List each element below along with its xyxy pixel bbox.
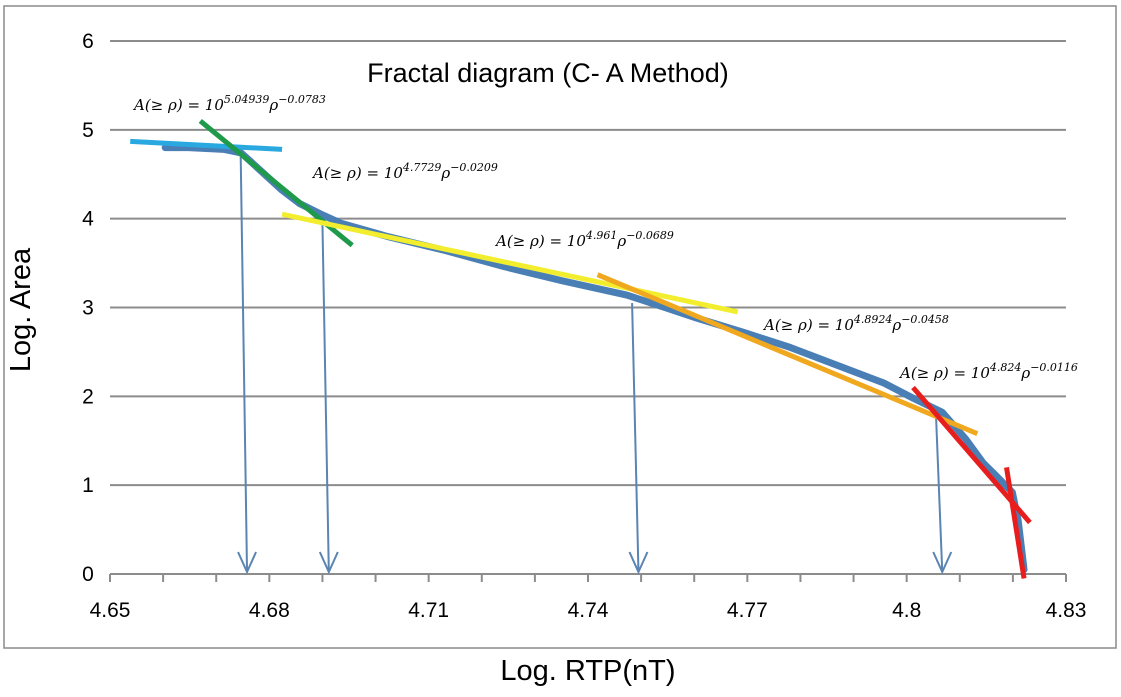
threshold-arrowhead-2 [628,551,649,575]
x-tick-label-3: 4.74 [568,599,609,622]
equation-4: A(≥ ρ) = 104.8924ρ−0.0458 [762,313,949,334]
y-ticks: 0 1 2 3 4 5 6 [82,30,94,586]
y-tick-label-6: 6 [82,30,94,53]
y-tick-label-0: 0 [82,563,94,586]
equation-4-exp1: 4.8924 [853,313,893,326]
x-tick-label-5: 4.8 [892,599,921,622]
equation-3-base: A(≥ ρ) = 10 [494,232,586,250]
threshold-arrows [237,152,953,575]
y-tick-label-4: 4 [82,208,94,231]
y-axis-title: Log. Area [5,247,37,372]
equation-4-exp2: −0.0458 [901,313,949,326]
x-axis-title: Log. RTP(nT) [500,655,675,687]
equation-5: A(≥ ρ) = 104.824ρ−0.0116 [898,361,1078,382]
threshold-arrow-2 [631,303,640,573]
fit-line-2 [281,211,739,315]
equations: A(≥ ρ) = 105.04939ρ−0.0783 A(≥ ρ) = 104.… [132,93,1078,382]
equation-1-exp2: −0.0783 [278,93,326,106]
threshold-arrow-0 [239,152,249,573]
grid [110,40,1066,487]
equation-1-mid: ρ [268,96,278,114]
x-tick-label-1: 4.68 [249,599,290,622]
x-ticks: 4.65 4.68 4.71 4.74 4.77 4.8 4.83 [90,574,1087,622]
threshold-arrow-3 [934,412,944,573]
equation-3-exp2: −0.0689 [626,229,674,242]
equation-1-base: A(≥ ρ) = 10 [132,96,224,114]
equation-3: A(≥ ρ) = 104.961ρ−0.0689 [494,229,674,250]
x-tick-label-2: 4.71 [408,599,449,622]
data-series [161,144,1028,574]
equation-5-mid: ρ [1020,364,1030,382]
equation-5-exp1: 4.824 [989,361,1022,374]
chart-frame [3,5,1117,649]
y-tick-label-3: 3 [82,297,94,320]
equation-1: A(≥ ρ) = 105.04939ρ−0.0783 [132,93,326,114]
equation-2-exp1: 4.7729 [402,161,442,174]
threshold-arrowhead-0 [237,551,257,575]
fit-line-0 [130,138,283,152]
equation-3-exp1: 4.961 [585,229,618,242]
fit-lines [130,119,1032,579]
equation-2-exp2: −0.0209 [450,161,498,174]
threshold-arrowhead-1 [318,551,339,575]
threshold-arrowhead-3 [932,551,953,575]
y-tick-label-2: 2 [82,385,94,408]
equation-4-mid: ρ [891,316,901,334]
equation-3-mid: ρ [616,232,626,250]
equation-5-exp2: −0.0116 [1030,361,1078,374]
fit-line-5 [1004,467,1027,579]
threshold-arrow-1 [321,223,330,573]
equation-4-base: A(≥ ρ) = 10 [762,316,854,334]
series-line-0 [161,144,1028,574]
equation-5-base: A(≥ ρ) = 10 [898,364,990,382]
equation-2: A(≥ ρ) = 104.7729ρ−0.0209 [311,161,498,182]
chart-title: Fractal diagram (C- A Method) [367,58,729,88]
y-tick-label-5: 5 [82,119,94,142]
equation-2-base: A(≥ ρ) = 10 [311,164,403,182]
equation-1-exp1: 5.04939 [224,93,270,106]
fit-line-3 [596,272,979,436]
x-tick-label-4: 4.77 [727,599,768,622]
x-tick-label-6: 4.83 [1046,599,1087,622]
x-tick-label-0: 4.65 [90,599,131,622]
equation-2-mid: ρ [440,164,450,182]
y-tick-label-1: 1 [82,474,94,497]
